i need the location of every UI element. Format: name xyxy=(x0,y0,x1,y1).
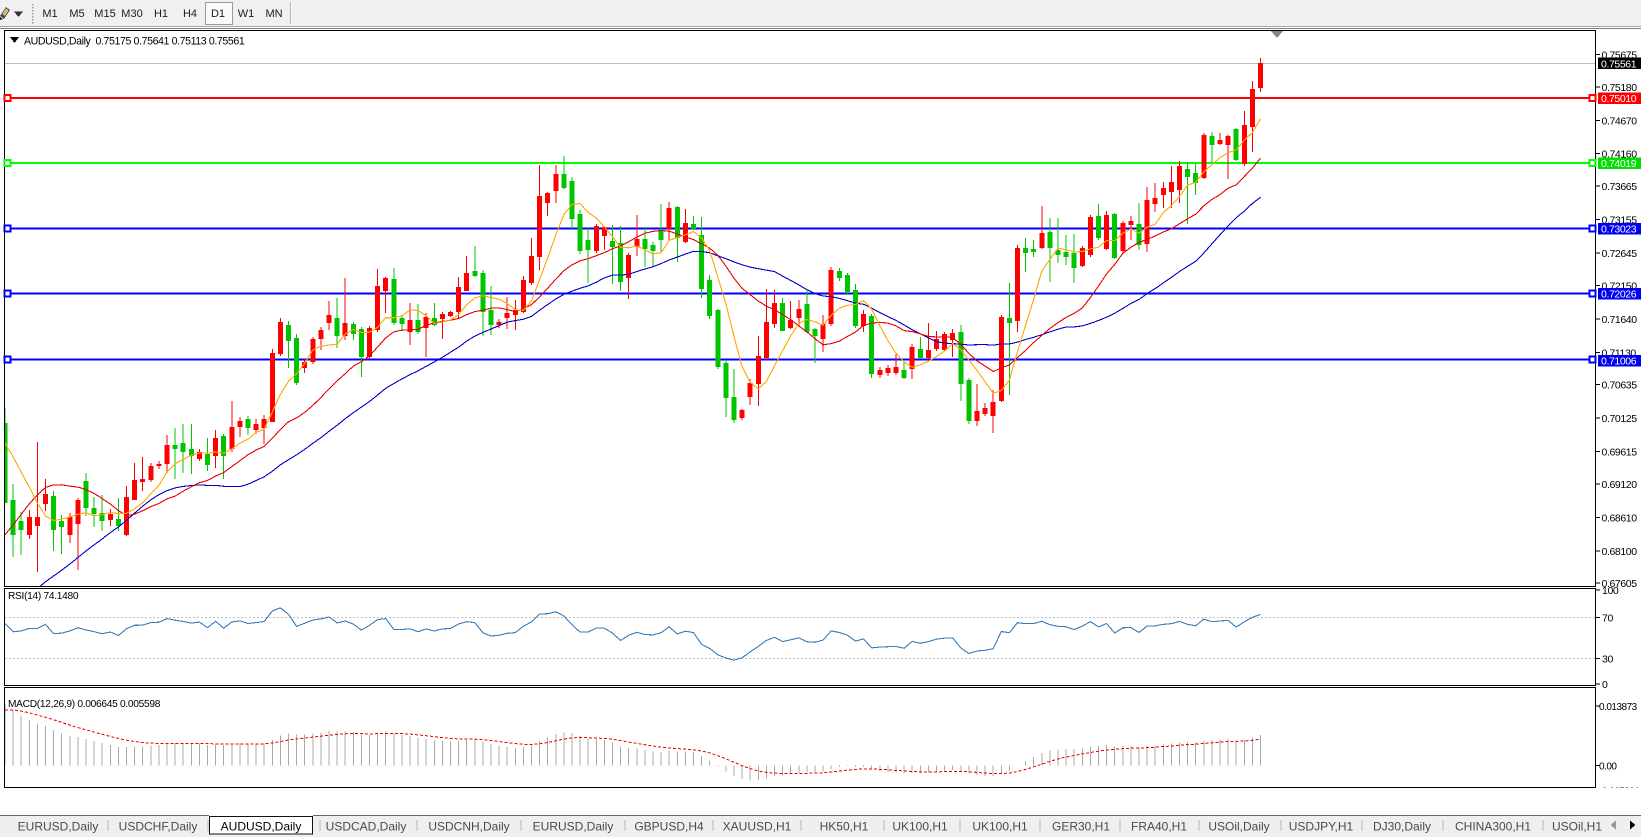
svg-text:M15: M15 xyxy=(94,8,115,20)
svg-text:0.70635: 0.70635 xyxy=(1602,380,1638,392)
svg-text:30: 30 xyxy=(1602,654,1613,666)
svg-text:DJ30,Daily: DJ30,Daily xyxy=(1373,820,1431,834)
svg-text:USOil,Daily: USOil,Daily xyxy=(1208,820,1269,834)
svg-text:0.69120: 0.69120 xyxy=(1602,479,1638,491)
svg-text:XAUUSD,H1: XAUUSD,H1 xyxy=(723,820,792,834)
svg-text:USOil,H1: USOil,H1 xyxy=(1552,820,1602,834)
svg-text:FRA40,H1: FRA40,H1 xyxy=(1131,820,1187,834)
svg-text:H4: H4 xyxy=(183,8,197,20)
svg-text:MN: MN xyxy=(265,8,282,20)
svg-text:H1: H1 xyxy=(154,8,168,20)
svg-text:UK100,H1: UK100,H1 xyxy=(892,820,948,834)
svg-text:AUDUSD,Daily 0.75175 0.75641: AUDUSD,Daily 0.75175 0.75641 0.75113 0.7… xyxy=(24,36,245,48)
svg-text:USDJPY,H1: USDJPY,H1 xyxy=(1289,820,1354,834)
svg-text:HK50,H1: HK50,H1 xyxy=(820,820,869,834)
svg-text:GBPUSD,H4: GBPUSD,H4 xyxy=(634,820,704,834)
svg-text:M30: M30 xyxy=(121,8,142,20)
svg-text:0.67605: 0.67605 xyxy=(1602,578,1638,590)
svg-text:70: 70 xyxy=(1602,613,1613,625)
svg-text:0.73665: 0.73665 xyxy=(1602,181,1638,193)
svg-text:M5: M5 xyxy=(69,8,84,20)
svg-text:0.70125: 0.70125 xyxy=(1602,413,1638,425)
svg-text:0.73023: 0.73023 xyxy=(1601,224,1637,236)
svg-text:MACD(12,26,9) 0.006645 0.00559: MACD(12,26,9) 0.006645 0.005598 xyxy=(8,699,161,710)
svg-text:0.00: 0.00 xyxy=(1599,762,1617,773)
svg-text:0.69615: 0.69615 xyxy=(1602,447,1638,459)
svg-text:EURUSD,Daily: EURUSD,Daily xyxy=(533,820,614,834)
svg-text:0.75561: 0.75561 xyxy=(1601,58,1637,70)
svg-text:0: 0 xyxy=(1602,679,1608,691)
svg-text:USDCHF,Daily: USDCHF,Daily xyxy=(119,820,198,834)
svg-text:0.75010: 0.75010 xyxy=(1601,93,1637,105)
svg-text:USDCNH,Daily: USDCNH,Daily xyxy=(428,820,509,834)
svg-text:M1: M1 xyxy=(42,8,57,20)
svg-text:0.72026: 0.72026 xyxy=(1601,289,1637,301)
svg-text:USDCAD,Daily: USDCAD,Daily xyxy=(326,820,407,834)
svg-text:0.74670: 0.74670 xyxy=(1602,115,1638,127)
svg-text:AUDUSD,Daily: AUDUSD,Daily xyxy=(221,820,302,834)
svg-text:UK100,H1: UK100,H1 xyxy=(972,820,1028,834)
svg-text:W1: W1 xyxy=(238,8,255,20)
svg-text:CHINA300,H1: CHINA300,H1 xyxy=(1455,820,1531,834)
svg-text:100: 100 xyxy=(1602,585,1619,597)
svg-text:RSI(14) 74.1480: RSI(14) 74.1480 xyxy=(8,591,79,602)
svg-text:0.72645: 0.72645 xyxy=(1602,248,1638,260)
svg-text:D1: D1 xyxy=(211,8,225,20)
svg-text:EURUSD,Daily: EURUSD,Daily xyxy=(18,820,99,834)
svg-text:0.74019: 0.74019 xyxy=(1601,158,1637,170)
svg-text:GER30,H1: GER30,H1 xyxy=(1052,820,1110,834)
svg-text:0.75180: 0.75180 xyxy=(1602,82,1638,94)
svg-text:0.71006: 0.71006 xyxy=(1601,356,1637,368)
svg-text:0.68610: 0.68610 xyxy=(1602,512,1638,524)
svg-text:0.68100: 0.68100 xyxy=(1602,546,1638,558)
svg-text:0.013873: 0.013873 xyxy=(1599,702,1638,713)
svg-text:0.71640: 0.71640 xyxy=(1602,314,1638,326)
